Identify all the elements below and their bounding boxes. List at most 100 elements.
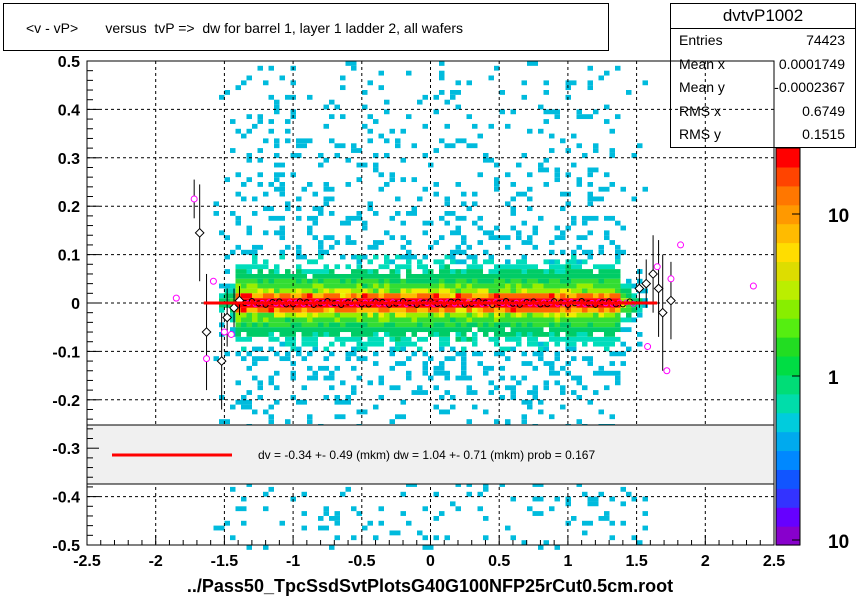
heatmap-cell (329, 196, 335, 202)
heatmap-cell (593, 143, 599, 149)
heatmap-cell (268, 327, 274, 333)
heatmap-cell (477, 361, 483, 366)
heatmap-cell (230, 119, 236, 124)
heatmap-cell (549, 370, 555, 376)
heatmap-cell (631, 283, 637, 289)
heatmap-cell (422, 94, 428, 100)
heatmap-cell (505, 264, 511, 270)
heatmap-cell (318, 516, 324, 521)
heatmap-cell (455, 269, 461, 274)
heatmap-cell (477, 506, 483, 512)
heatmap-cell (279, 235, 285, 241)
heatmap-cell (406, 482, 412, 487)
heatmap-cell (362, 317, 368, 323)
heatmap-cell (565, 278, 571, 284)
palette-swatch (776, 337, 800, 357)
heatmap-cell (571, 80, 577, 86)
heatmap-cell (466, 390, 472, 395)
heatmap-cell (296, 269, 302, 274)
heatmap-cell (587, 201, 593, 207)
heatmap-cell (417, 307, 423, 313)
heatmap-cell (510, 269, 516, 274)
heatmap-cell (279, 254, 285, 260)
heatmap-cell (268, 404, 274, 410)
heatmap-cell (582, 278, 588, 284)
heatmap-cell (411, 332, 417, 337)
heatmap-cell (318, 312, 324, 318)
heatmap-cell (367, 288, 373, 294)
heatmap-cell (615, 327, 621, 333)
heatmap-cell (582, 259, 588, 265)
heatmap-cell (219, 94, 225, 100)
heatmap-cell (318, 278, 324, 284)
heatmap-cell (213, 525, 219, 531)
heatmap-cell (560, 206, 566, 212)
heatmap-cell (307, 278, 313, 284)
heatmap-cell (549, 303, 555, 308)
heatmap-cell (334, 395, 340, 400)
heatmap-cell (246, 114, 252, 120)
heatmap-cell (455, 303, 461, 308)
heatmap-cell (268, 128, 274, 134)
heatmap-cell (604, 346, 610, 352)
heatmap-cell (615, 269, 621, 274)
heatmap-cell (565, 307, 571, 313)
heatmap-cell (373, 254, 379, 260)
heatmap-cell (318, 244, 324, 250)
heatmap-cell (488, 390, 494, 395)
heatmap-cell (593, 278, 599, 284)
heatmap-cell (274, 138, 280, 144)
heatmap-cell (472, 336, 478, 342)
heatmap-cell (362, 298, 368, 304)
heatmap-cell (582, 356, 588, 362)
heatmap-cell (604, 278, 610, 284)
heatmap-cell (345, 278, 351, 284)
heatmap-cell (235, 351, 241, 357)
stats-value: 74423 (806, 32, 845, 48)
heatmap-cell (642, 303, 648, 308)
heatmap-cell (252, 274, 258, 279)
heatmap-cell (351, 351, 357, 357)
heatmap-cell (444, 375, 450, 381)
heatmap-cell (296, 254, 302, 260)
heatmap-cell (505, 288, 511, 294)
heatmap-cell (433, 293, 439, 299)
heatmap-cell (296, 317, 302, 323)
heatmap-cell (538, 104, 544, 110)
heatmap-cell (268, 206, 274, 212)
heatmap-cell (505, 312, 511, 318)
heatmap-cell (433, 298, 439, 304)
heatmap-cell (587, 269, 593, 274)
heatmap-cell (631, 303, 637, 308)
heatmap-cell (626, 293, 632, 299)
heatmap-cell (461, 356, 467, 362)
heatmap-cell (571, 259, 577, 265)
heatmap-cell (268, 486, 274, 492)
heatmap-cell (598, 293, 604, 299)
heatmap-cell (285, 288, 291, 294)
heatmap-cell (395, 332, 401, 337)
heatmap-cell (285, 312, 291, 318)
heatmap-cell (593, 501, 599, 507)
heatmap-cell (400, 264, 406, 270)
heatmap-cell (554, 172, 560, 178)
heatmap-cell (389, 128, 395, 134)
heatmap-cell (257, 172, 263, 178)
heatmap-cell (472, 264, 478, 270)
heatmap-cell (395, 336, 401, 342)
heatmap-cell (549, 312, 555, 318)
heatmap-cell (477, 288, 483, 294)
heatmap-cell (450, 404, 456, 410)
y-tick-label: 0 (71, 296, 80, 313)
heatmap-cell (307, 94, 313, 100)
heatmap-cell (554, 283, 560, 289)
heatmap-cell (378, 172, 384, 178)
heatmap-cell (334, 516, 340, 521)
heatmap-cell (389, 322, 395, 328)
heatmap-cell (389, 269, 395, 274)
heatmap-cell (543, 540, 549, 546)
heatmap-cell (444, 288, 450, 294)
heatmap-cell (587, 191, 593, 197)
heatmap-cell (439, 259, 445, 265)
